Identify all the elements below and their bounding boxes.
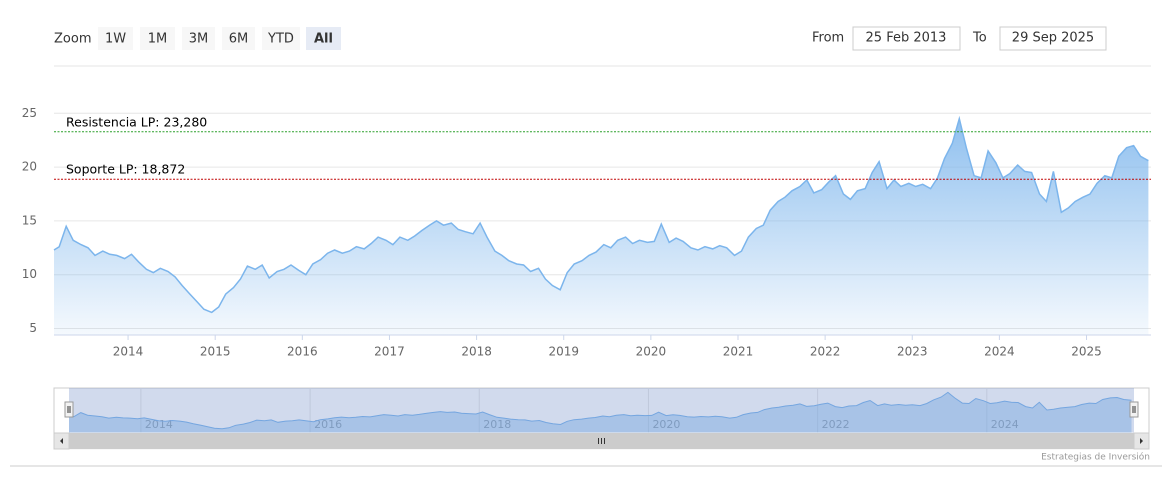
x-tick-label: 2024: [984, 345, 1015, 359]
area-line: [53, 115, 1149, 314]
zoom-button[interactable]: [140, 27, 175, 50]
navigator-tick-label: 2016: [314, 418, 342, 431]
handle-grip: [67, 406, 71, 413]
zoom-label: Zoom: [54, 32, 91, 47]
from-label: From: [812, 31, 844, 46]
x-tick-label: 2017: [374, 345, 405, 359]
zoom-button-label[interactable]: 1W: [105, 32, 126, 47]
scrollbar-grip: [598, 438, 605, 444]
navigator-tick-label: 2022: [822, 418, 850, 431]
scrollbar-arrow: [60, 438, 63, 444]
handle-grip: [1132, 406, 1136, 413]
x-tick-label: 2020: [636, 345, 667, 359]
y-tick-label: 15: [22, 213, 37, 227]
zoom-button[interactable]: [306, 27, 341, 50]
y-tick-label: 20: [22, 160, 37, 174]
zoom-button[interactable]: [222, 27, 255, 50]
area-fill: [54, 118, 1149, 335]
x-tick-label: 2016: [287, 345, 318, 359]
navigator-tick-label: 2018: [483, 418, 511, 431]
navigator-handle[interactable]: [64, 401, 74, 418]
from-input[interactable]: [852, 26, 961, 51]
plot-line-label: Soporte LP: 18,872: [66, 162, 185, 177]
plot-line-label: Resistencia LP: 23,280: [66, 114, 207, 129]
zoom-button[interactable]: [98, 27, 133, 50]
y-tick-label: 25: [22, 106, 37, 120]
x-tick-label: 2025: [1071, 345, 1102, 359]
credits[interactable]: Estrategias de Inversión: [1041, 452, 1150, 463]
navigator-tick-label: 2024: [991, 418, 1019, 431]
zoom-button[interactable]: [182, 27, 215, 50]
navigator-handle[interactable]: [1129, 401, 1139, 418]
to-input[interactable]: [999, 26, 1107, 51]
to-value[interactable]: 29 Sep 2025: [1012, 31, 1094, 46]
to-label: To: [972, 31, 987, 46]
x-tick-label: 2018: [461, 345, 492, 359]
x-tick-label: 2019: [548, 345, 579, 359]
y-tick-label: 5: [29, 321, 37, 335]
from-value[interactable]: 25 Feb 2013: [866, 31, 947, 46]
navigator-tick-label: 2020: [652, 418, 680, 431]
navigator-mask: [69, 388, 1134, 433]
y-tick-label: 10: [22, 267, 37, 281]
zoom-button-label[interactable]: 3M: [189, 32, 209, 47]
navigator-area: [69, 392, 1132, 433]
zoom-button-label[interactable]: YTD: [267, 32, 294, 47]
scrollbar-arrow: [1140, 438, 1143, 444]
x-tick-label: 2014: [113, 345, 144, 359]
zoom-button-label[interactable]: All: [314, 32, 333, 47]
x-tick-label: 2023: [897, 345, 928, 359]
zoom-button[interactable]: [262, 27, 300, 50]
navigator-line: [68, 391, 1132, 430]
x-tick-label: 2021: [723, 345, 754, 359]
x-tick-label: 2022: [810, 345, 841, 359]
x-tick-label: 2015: [200, 345, 231, 359]
zoom-button-label[interactable]: 1M: [148, 32, 168, 47]
zoom-button-label[interactable]: 6M: [229, 32, 249, 47]
